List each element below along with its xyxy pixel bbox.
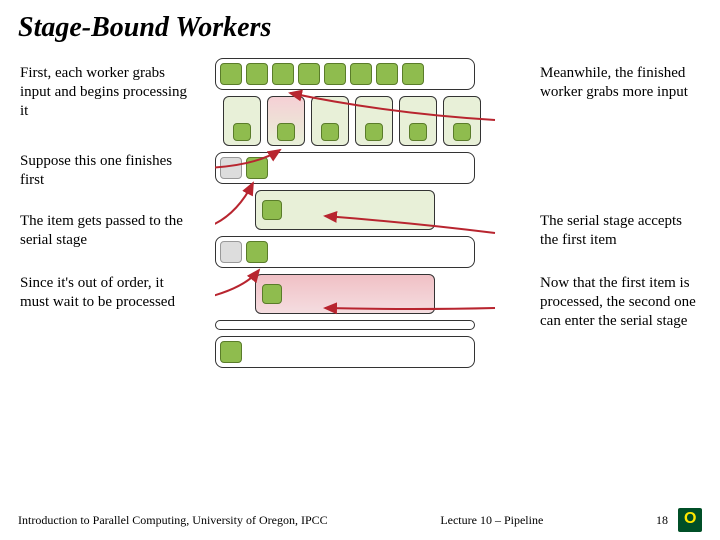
university-logo [678, 508, 702, 532]
item [246, 241, 268, 263]
input-cell [350, 63, 372, 85]
arrow-out-of-order [215, 270, 259, 298]
input-cell [402, 63, 424, 85]
serial-stage-1 [255, 190, 435, 230]
item [246, 157, 268, 179]
worker-item [321, 123, 339, 141]
serial-stage-2 [255, 274, 435, 314]
footer-center: Lecture 10 – Pipeline [440, 513, 543, 528]
pre-serial-tray [215, 236, 475, 268]
worker-item [233, 123, 251, 141]
input-cell [246, 63, 268, 85]
worker [443, 96, 481, 146]
input-cell [220, 63, 242, 85]
serial-item [262, 200, 282, 220]
caption-right-2: The serial stage accepts the first item [540, 212, 700, 250]
worker-item [453, 123, 471, 141]
arrow-pass-serial [215, 183, 253, 228]
content-area: First, each worker grabs input and begin… [0, 44, 720, 494]
input-cell [298, 63, 320, 85]
caption-left-4: Since it's out of order, it must wait to… [20, 274, 190, 312]
output-tray-1 [215, 320, 475, 330]
worker-item [409, 123, 427, 141]
input-tray [215, 58, 475, 90]
slot [220, 241, 242, 263]
worker-item [277, 123, 295, 141]
output-item [220, 341, 242, 363]
input-cell [376, 63, 398, 85]
footer: Introduction to Parallel Computing, Univ… [0, 508, 720, 532]
caption-right-1: Meanwhile, the finished worker grabs mor… [540, 64, 700, 102]
caption-right-3: Now that the first item is processed, th… [540, 274, 700, 330]
caption-left-3: The item gets passed to the serial stage [20, 212, 190, 250]
slide-title: Stage-Bound Workers [0, 0, 720, 44]
footer-left: Introduction to Parallel Computing, Univ… [18, 513, 328, 528]
output-tray-2 [215, 336, 475, 368]
pipeline-diagram [215, 58, 505, 374]
input-cell [272, 63, 294, 85]
serial-item [262, 284, 282, 304]
worker [399, 96, 437, 146]
caption-left-2: Suppose this one finishes first [20, 152, 190, 190]
caption-left-1: First, each worker grabs input and begin… [20, 64, 190, 120]
worker [223, 96, 261, 146]
input-cell [324, 63, 346, 85]
worker-highlighted [267, 96, 305, 146]
worker-row [223, 96, 505, 146]
page-number: 18 [656, 513, 668, 528]
worker [355, 96, 393, 146]
worker-item [365, 123, 383, 141]
worker [311, 96, 349, 146]
mid-tray [215, 152, 475, 184]
slot [220, 157, 242, 179]
